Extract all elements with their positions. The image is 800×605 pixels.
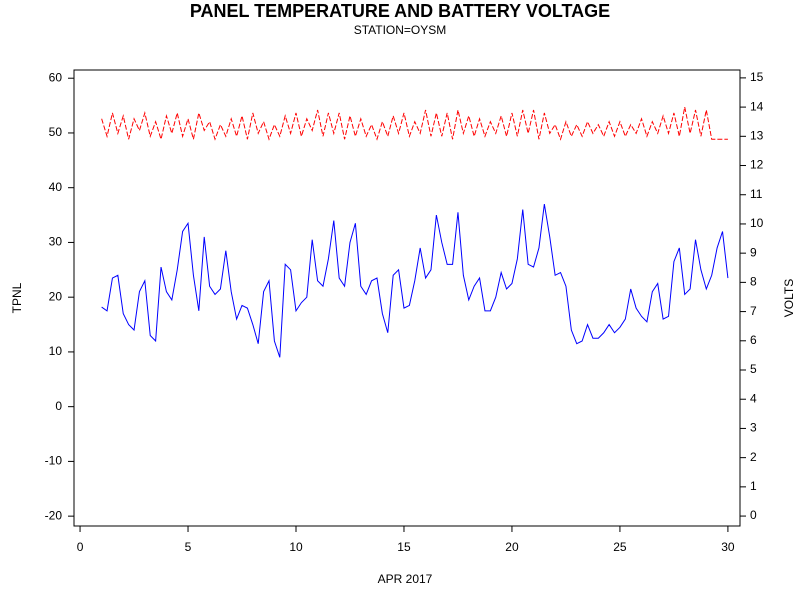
y2-tick-label: 15 [750, 70, 764, 84]
x-tick-label: 0 [77, 540, 84, 554]
y-tick-label: 50 [49, 125, 63, 139]
y-tick-label: 0 [55, 399, 62, 413]
y2-tick-label: 4 [750, 391, 757, 405]
series-line [101, 204, 729, 358]
chart-subtitle: STATION=OYSM [354, 23, 447, 37]
y-tick-label: 40 [49, 180, 63, 194]
y2-tick-label: 0 [750, 508, 757, 522]
y2-tick-label: 13 [750, 128, 764, 142]
y2-tick-label: 7 [750, 304, 757, 318]
chart-title: PANEL TEMPERATURE AND BATTERY VOLTAGE [190, 1, 610, 21]
y2-tick-label: 9 [750, 245, 757, 259]
x-tick-label: 25 [613, 540, 627, 554]
y2-tick-label: 6 [750, 333, 757, 347]
y-tick-label: -10 [45, 454, 63, 468]
y2-tick-label: 1 [750, 479, 757, 493]
y-tick-label: 20 [49, 289, 63, 303]
y-axis-label: TPNL [10, 282, 24, 313]
y-tick-label: 60 [49, 70, 63, 84]
y2-tick-label: 5 [750, 362, 757, 376]
x-tick-label: 15 [397, 540, 411, 554]
y-tick-label: 30 [49, 235, 63, 249]
y-tick-label: 10 [49, 344, 63, 358]
y2-tick-label: 8 [750, 275, 757, 289]
y2-tick-label: 2 [750, 450, 757, 464]
series-line [101, 106, 728, 142]
y2-tick-label: 10 [750, 216, 764, 230]
x-tick-label: 5 [185, 540, 192, 554]
y2-tick-label: 14 [750, 99, 764, 113]
x-axis-label: APR 2017 [378, 572, 433, 586]
y2-tick-label: 3 [750, 421, 757, 435]
y2-tick-label: 11 [750, 187, 763, 201]
x-tick-label: 10 [289, 540, 303, 554]
x-tick-label: 30 [721, 540, 735, 554]
y2-axis-label: VOLTS [782, 279, 796, 317]
plot-frame [73, 69, 741, 527]
y-tick-label: -20 [45, 508, 63, 522]
y2-tick-label: 12 [750, 158, 764, 172]
x-tick-label: 20 [505, 540, 519, 554]
